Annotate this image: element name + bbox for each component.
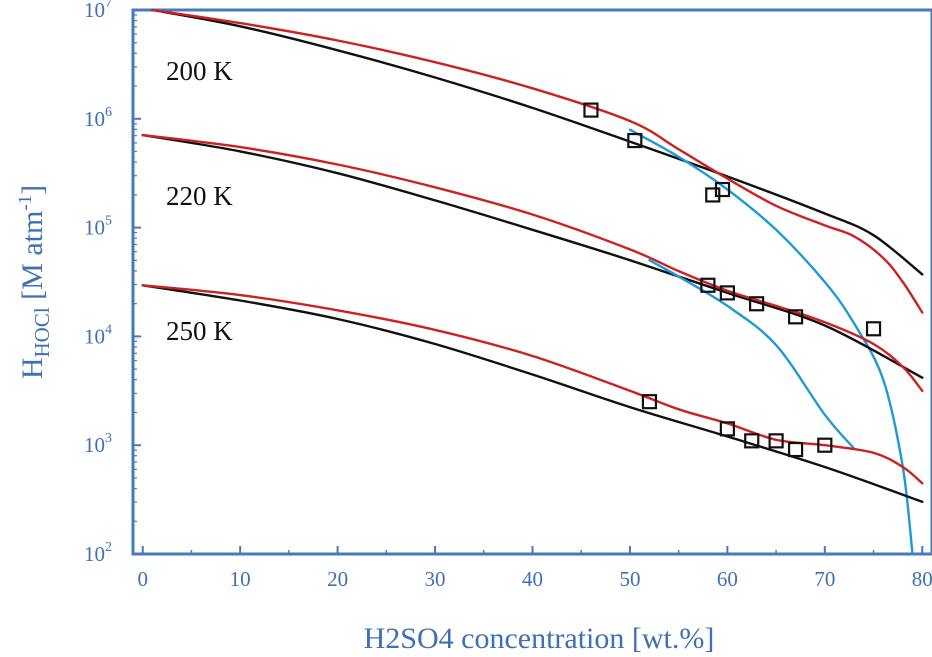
y-tick-exponent: 5 bbox=[105, 214, 112, 229]
y-tick-base: 10 bbox=[84, 0, 105, 22]
annotation-220k: 220 K bbox=[166, 181, 233, 211]
data-point-marker bbox=[787, 309, 804, 325]
y-tick-exponent: 3 bbox=[105, 431, 112, 446]
y-tick-label: 105 bbox=[84, 214, 112, 240]
y-axis-title-unit: [M atm bbox=[16, 211, 49, 308]
series-line-blue bbox=[628, 128, 914, 556]
series-line-red bbox=[141, 133, 924, 392]
x-axis-ticks: 0 10 20 30 40 50 60 70 80 bbox=[137, 546, 932, 591]
y-tick-label: 104 bbox=[84, 322, 112, 348]
x-tick-label: 30 bbox=[425, 567, 446, 591]
y-axis-title-unit-exponent: -1 bbox=[15, 195, 36, 211]
series-layer bbox=[141, 8, 924, 556]
data-point-marker bbox=[787, 441, 804, 458]
series-line-red bbox=[151, 8, 924, 314]
y-axis-title: HHOCl [M atm-1] bbox=[15, 185, 54, 379]
plot-frame bbox=[131, 8, 932, 556]
y-tick-exponent: 6 bbox=[105, 105, 112, 120]
x-tick-label: 70 bbox=[814, 567, 835, 591]
x-tick-label: 10 bbox=[230, 567, 251, 591]
y-tick-exponent: 7 bbox=[105, 0, 112, 11]
data-point-marker bbox=[719, 285, 735, 301]
series-line-black bbox=[141, 133, 924, 379]
data-point-marker bbox=[768, 433, 784, 449]
data-point-marker bbox=[749, 296, 765, 312]
series-line-black bbox=[141, 284, 924, 503]
x-tick-label: 80 bbox=[912, 567, 932, 591]
y-axis-title-main: H bbox=[16, 358, 49, 380]
data-point-marker bbox=[719, 421, 735, 437]
x-tick-label: 50 bbox=[619, 567, 640, 591]
y-tick-label: 102 bbox=[84, 540, 112, 566]
y-tick-base: 10 bbox=[84, 216, 105, 240]
y-tick-base: 10 bbox=[84, 433, 105, 457]
x-tick-label: 20 bbox=[327, 567, 348, 591]
data-point-marker bbox=[744, 433, 760, 449]
y-tick-base: 10 bbox=[84, 324, 105, 348]
y-tick-base: 10 bbox=[84, 542, 105, 566]
data-point-marker bbox=[865, 321, 882, 337]
y-tick-label: 103 bbox=[84, 431, 112, 457]
x-tick-label: 0 bbox=[137, 567, 148, 591]
data-point-marker bbox=[627, 132, 643, 149]
y-tick-exponent: 4 bbox=[105, 322, 112, 337]
series-line-black bbox=[151, 8, 924, 276]
annotation-200k: 200 K bbox=[166, 56, 233, 86]
y-tick-exponent: 2 bbox=[105, 540, 112, 555]
data-point-marker bbox=[700, 277, 716, 293]
data-point-marker bbox=[641, 394, 658, 410]
y-axis-title-sub: HOCl bbox=[30, 307, 54, 357]
data-point-marker bbox=[583, 102, 599, 118]
y-axis-title-unit-close: ] bbox=[16, 185, 49, 195]
x-axis-title: H2SO4 concentration [wt.%] bbox=[364, 622, 715, 655]
series-line-red bbox=[141, 284, 924, 485]
annotation-250k: 250 K bbox=[166, 316, 233, 346]
y-tick-base: 10 bbox=[84, 107, 105, 131]
y-tick-label: 107 bbox=[84, 0, 112, 22]
y-tick-label: 106 bbox=[84, 105, 112, 131]
series-line-blue bbox=[648, 259, 856, 450]
data-point-marker bbox=[714, 181, 731, 198]
x-tick-label: 60 bbox=[717, 567, 738, 591]
data-point-marker bbox=[817, 437, 833, 453]
marker-layer bbox=[583, 102, 882, 458]
x-tick-label: 40 bbox=[522, 567, 543, 591]
